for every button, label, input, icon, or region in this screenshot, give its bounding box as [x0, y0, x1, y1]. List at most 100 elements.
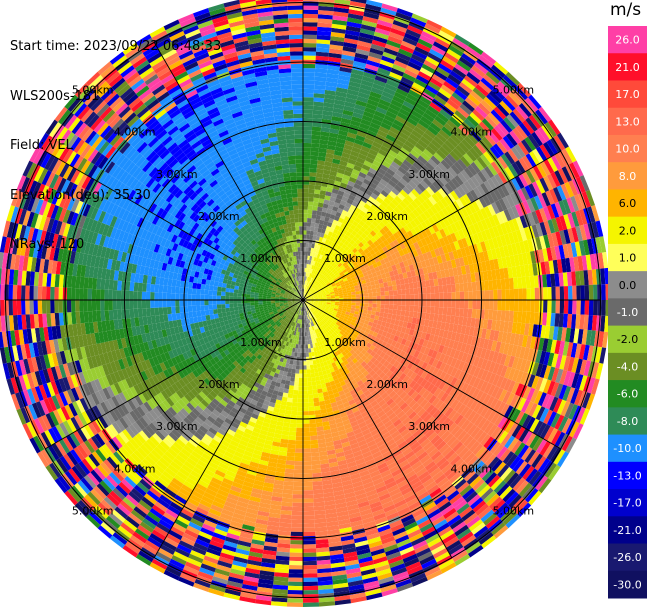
velocity-bin: [308, 188, 315, 194]
velocity-bin: [378, 15, 394, 24]
velocity-bin: [419, 95, 432, 106]
velocity-bin: [420, 212, 428, 222]
velocity-bin: [307, 268, 310, 273]
velocity-bin: [427, 158, 438, 169]
velocity-bin: [310, 226, 315, 232]
velocity-bin: [323, 233, 328, 239]
velocity-bin: [522, 119, 535, 135]
velocity-bin: [385, 183, 394, 191]
velocity-bin: [529, 167, 540, 182]
velocity-bin: [410, 200, 419, 209]
velocity-bin: [481, 51, 497, 65]
velocity-bin: [439, 228, 447, 238]
velocity-bin: [365, 3, 382, 12]
velocity-bin: [361, 216, 368, 224]
velocity-bin: [327, 178, 335, 185]
velocity-bin: [381, 160, 391, 169]
velocity-bin: [438, 30, 455, 42]
velocity-bin: [325, 157, 334, 163]
velocity-bin: [493, 143, 505, 157]
velocity-bin: [367, 239, 374, 246]
velocity-bin: [313, 285, 317, 290]
velocity-bin: [358, 171, 367, 179]
velocity-bin: [341, 152, 351, 159]
velocity-bin: [431, 168, 442, 179]
velocity-bin: [329, 196, 337, 203]
velocity-bin: [417, 38, 433, 49]
velocity-bin: [313, 280, 317, 285]
velocity-bin: [345, 266, 351, 272]
velocity-bin: [303, 43, 317, 48]
velocity-bin: [544, 122, 557, 138]
velocity-bin: [312, 260, 316, 266]
velocity-bin: [392, 285, 398, 291]
velocity-bin: [392, 95, 405, 105]
velocity-bin: [528, 114, 542, 130]
velocity-bin: [319, 263, 324, 269]
velocity-bin: [351, 230, 358, 237]
velocity-bin: [401, 300, 406, 306]
velocity-bin: [543, 159, 555, 174]
velocity-bin: [491, 87, 506, 101]
velocity-bin: [357, 262, 364, 268]
velocity-bin: [457, 209, 466, 220]
velocity-bin: [303, 288, 305, 293]
velocity-bin: [354, 52, 369, 60]
velocity-bin: [312, 485, 323, 491]
velocity-bin: [405, 28, 422, 39]
velocity-bin: [303, 386, 308, 391]
velocity-bin: [372, 227, 380, 234]
velocity-bin: [414, 46, 430, 57]
velocity-bin: [308, 268, 312, 273]
velocity-bin: [428, 234, 436, 243]
velocity-bin: [294, 381, 299, 387]
velocity-bin: [372, 114, 384, 123]
velocity-bin: [517, 189, 527, 203]
velocity-bin: [396, 309, 402, 316]
velocity-bin: [497, 171, 508, 184]
velocity-bin: [297, 411, 303, 416]
velocity-bin: [360, 196, 369, 204]
velocity-bin: [463, 282, 469, 292]
velocity-bin: [287, 447, 296, 453]
velocity-bin: [306, 222, 312, 227]
velocity-bin: [425, 174, 436, 184]
velocity-bin: [372, 300, 377, 304]
velocity-bin: [550, 154, 562, 171]
velocity-bin: [310, 288, 314, 292]
velocity-bin: [503, 209, 512, 222]
velocity-bin: [341, 196, 349, 203]
velocity-bin: [492, 279, 498, 290]
velocity-bin: [290, 540, 303, 545]
velocity-bin: [293, 469, 303, 474]
velocity-bin: [319, 268, 323, 274]
velocity-bin: [328, 136, 338, 143]
velocity-bin: [372, 141, 382, 149]
velocity-bin: [325, 153, 334, 159]
velocity-bin: [303, 581, 318, 587]
velocity-bin: [522, 200, 532, 214]
velocity-bin: [303, 361, 307, 366]
velocity-bin: [292, 498, 303, 503]
velocity-bin: [408, 311, 414, 318]
velocity-bin: [428, 142, 439, 153]
velocity-bin: [356, 267, 362, 273]
velocity-bin: [388, 190, 397, 199]
velocity-bin: [473, 173, 484, 185]
velocity-bin: [303, 423, 310, 428]
velocity-bin: [330, 124, 340, 131]
velocity-bin: [372, 246, 379, 253]
velocity-bin: [496, 212, 505, 225]
velocity-bin: [346, 93, 358, 100]
velocity-bin: [378, 221, 386, 229]
velocity-bin: [288, 581, 303, 587]
velocity-bin: [353, 183, 362, 190]
velocity-bin: [435, 230, 443, 240]
velocity-bin: [347, 13, 364, 21]
velocity-bin: [363, 248, 370, 255]
velocity-bin: [316, 282, 320, 287]
velocity-bin: [349, 190, 358, 198]
velocity-bin: [392, 304, 398, 310]
velocity-bin: [429, 48, 444, 60]
velocity-bin: [512, 108, 526, 123]
